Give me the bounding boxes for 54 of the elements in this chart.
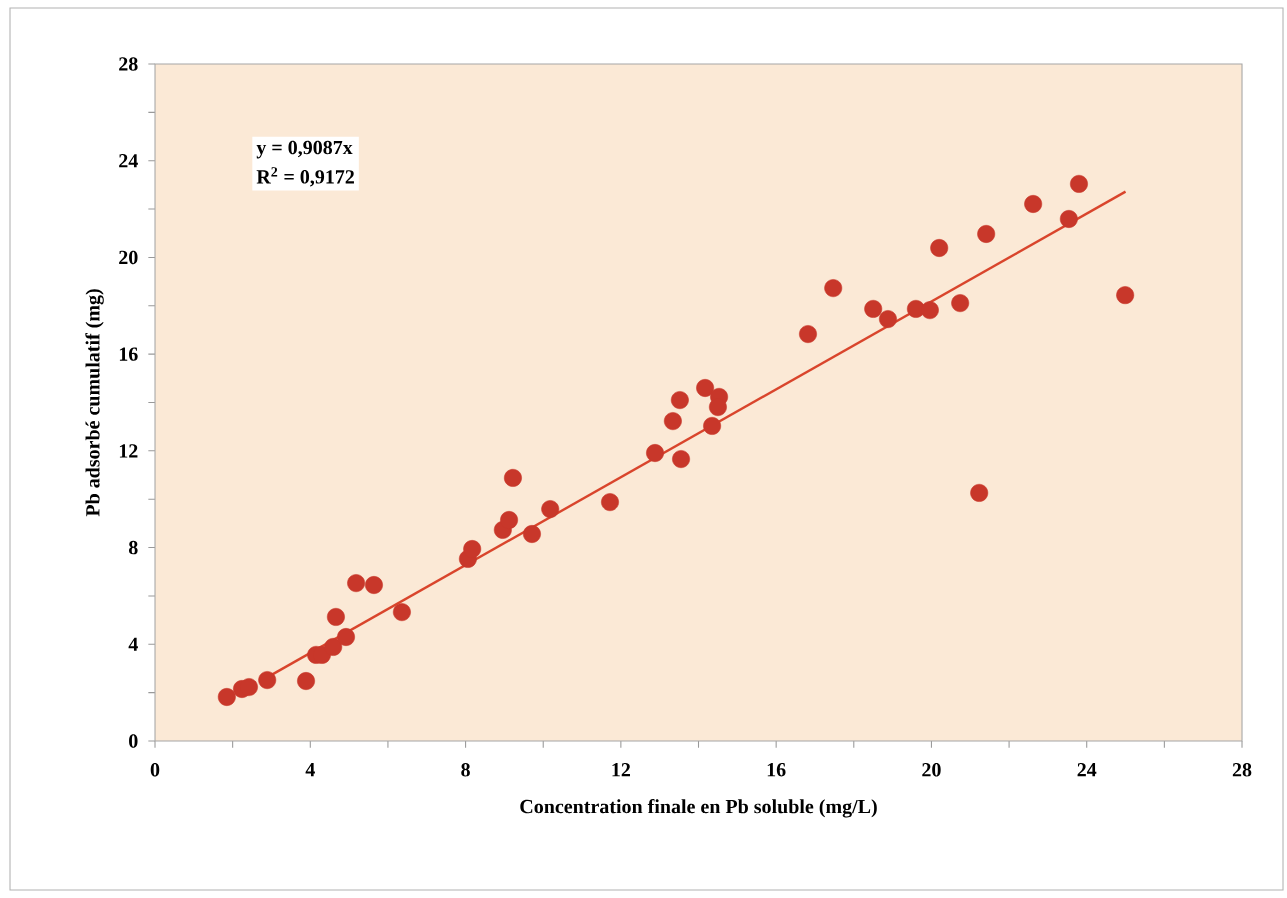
point <box>523 525 541 543</box>
point <box>365 576 383 594</box>
point <box>297 672 315 690</box>
point <box>672 450 690 468</box>
point <box>500 511 518 529</box>
point <box>504 468 522 487</box>
y-tick-label: 20 <box>119 250 138 265</box>
point <box>258 671 277 689</box>
y-tick-label: 12 <box>119 444 138 458</box>
x-tick-label: 0 <box>150 763 160 777</box>
point <box>970 483 989 502</box>
point <box>326 608 345 626</box>
point <box>1024 195 1043 213</box>
x-tick-label: 20 <box>922 763 941 777</box>
point <box>217 688 236 706</box>
point <box>879 310 897 329</box>
point <box>703 417 722 435</box>
point <box>1116 286 1135 305</box>
point <box>920 301 939 320</box>
point <box>324 637 343 656</box>
point <box>864 299 883 318</box>
y-tick-label: 16 <box>119 347 138 361</box>
x-tick-label: 28 <box>1232 763 1252 777</box>
y-axis-title: Pb adsorbé cumulatif (mg) <box>85 289 104 517</box>
x-tick-label: 4 <box>305 763 315 777</box>
x-axis-title: Concentration finale en Pb soluble (mg/L) <box>520 799 877 818</box>
x-tick-label: 24 <box>1077 763 1097 777</box>
point <box>799 325 817 343</box>
point <box>337 628 355 646</box>
annotation: y = 0,9087x <box>256 140 353 159</box>
point <box>541 500 560 519</box>
x-tick-label: 8 <box>461 763 470 777</box>
y-tick-label: 8 <box>128 540 138 555</box>
point <box>463 540 482 558</box>
y-tick-label: 24 <box>119 154 138 168</box>
x-tick-label: 16 <box>767 763 786 777</box>
point <box>696 379 715 397</box>
point <box>646 444 664 462</box>
point <box>347 574 366 593</box>
point <box>1070 174 1088 193</box>
y-tick-label: 28 <box>119 57 138 71</box>
annotation: R$^{2}$ = 0,9172 <box>256 167 354 187</box>
point <box>1059 210 1078 228</box>
point <box>392 603 411 622</box>
point <box>977 225 996 243</box>
point <box>951 294 970 313</box>
point <box>824 279 843 298</box>
y-tick-label: 0 <box>129 734 138 748</box>
point <box>663 412 682 431</box>
point <box>601 493 619 512</box>
y-tick-label: 4 <box>128 637 138 651</box>
x-tick-label: 12 <box>612 763 630 777</box>
point <box>930 239 949 257</box>
point <box>670 391 689 410</box>
